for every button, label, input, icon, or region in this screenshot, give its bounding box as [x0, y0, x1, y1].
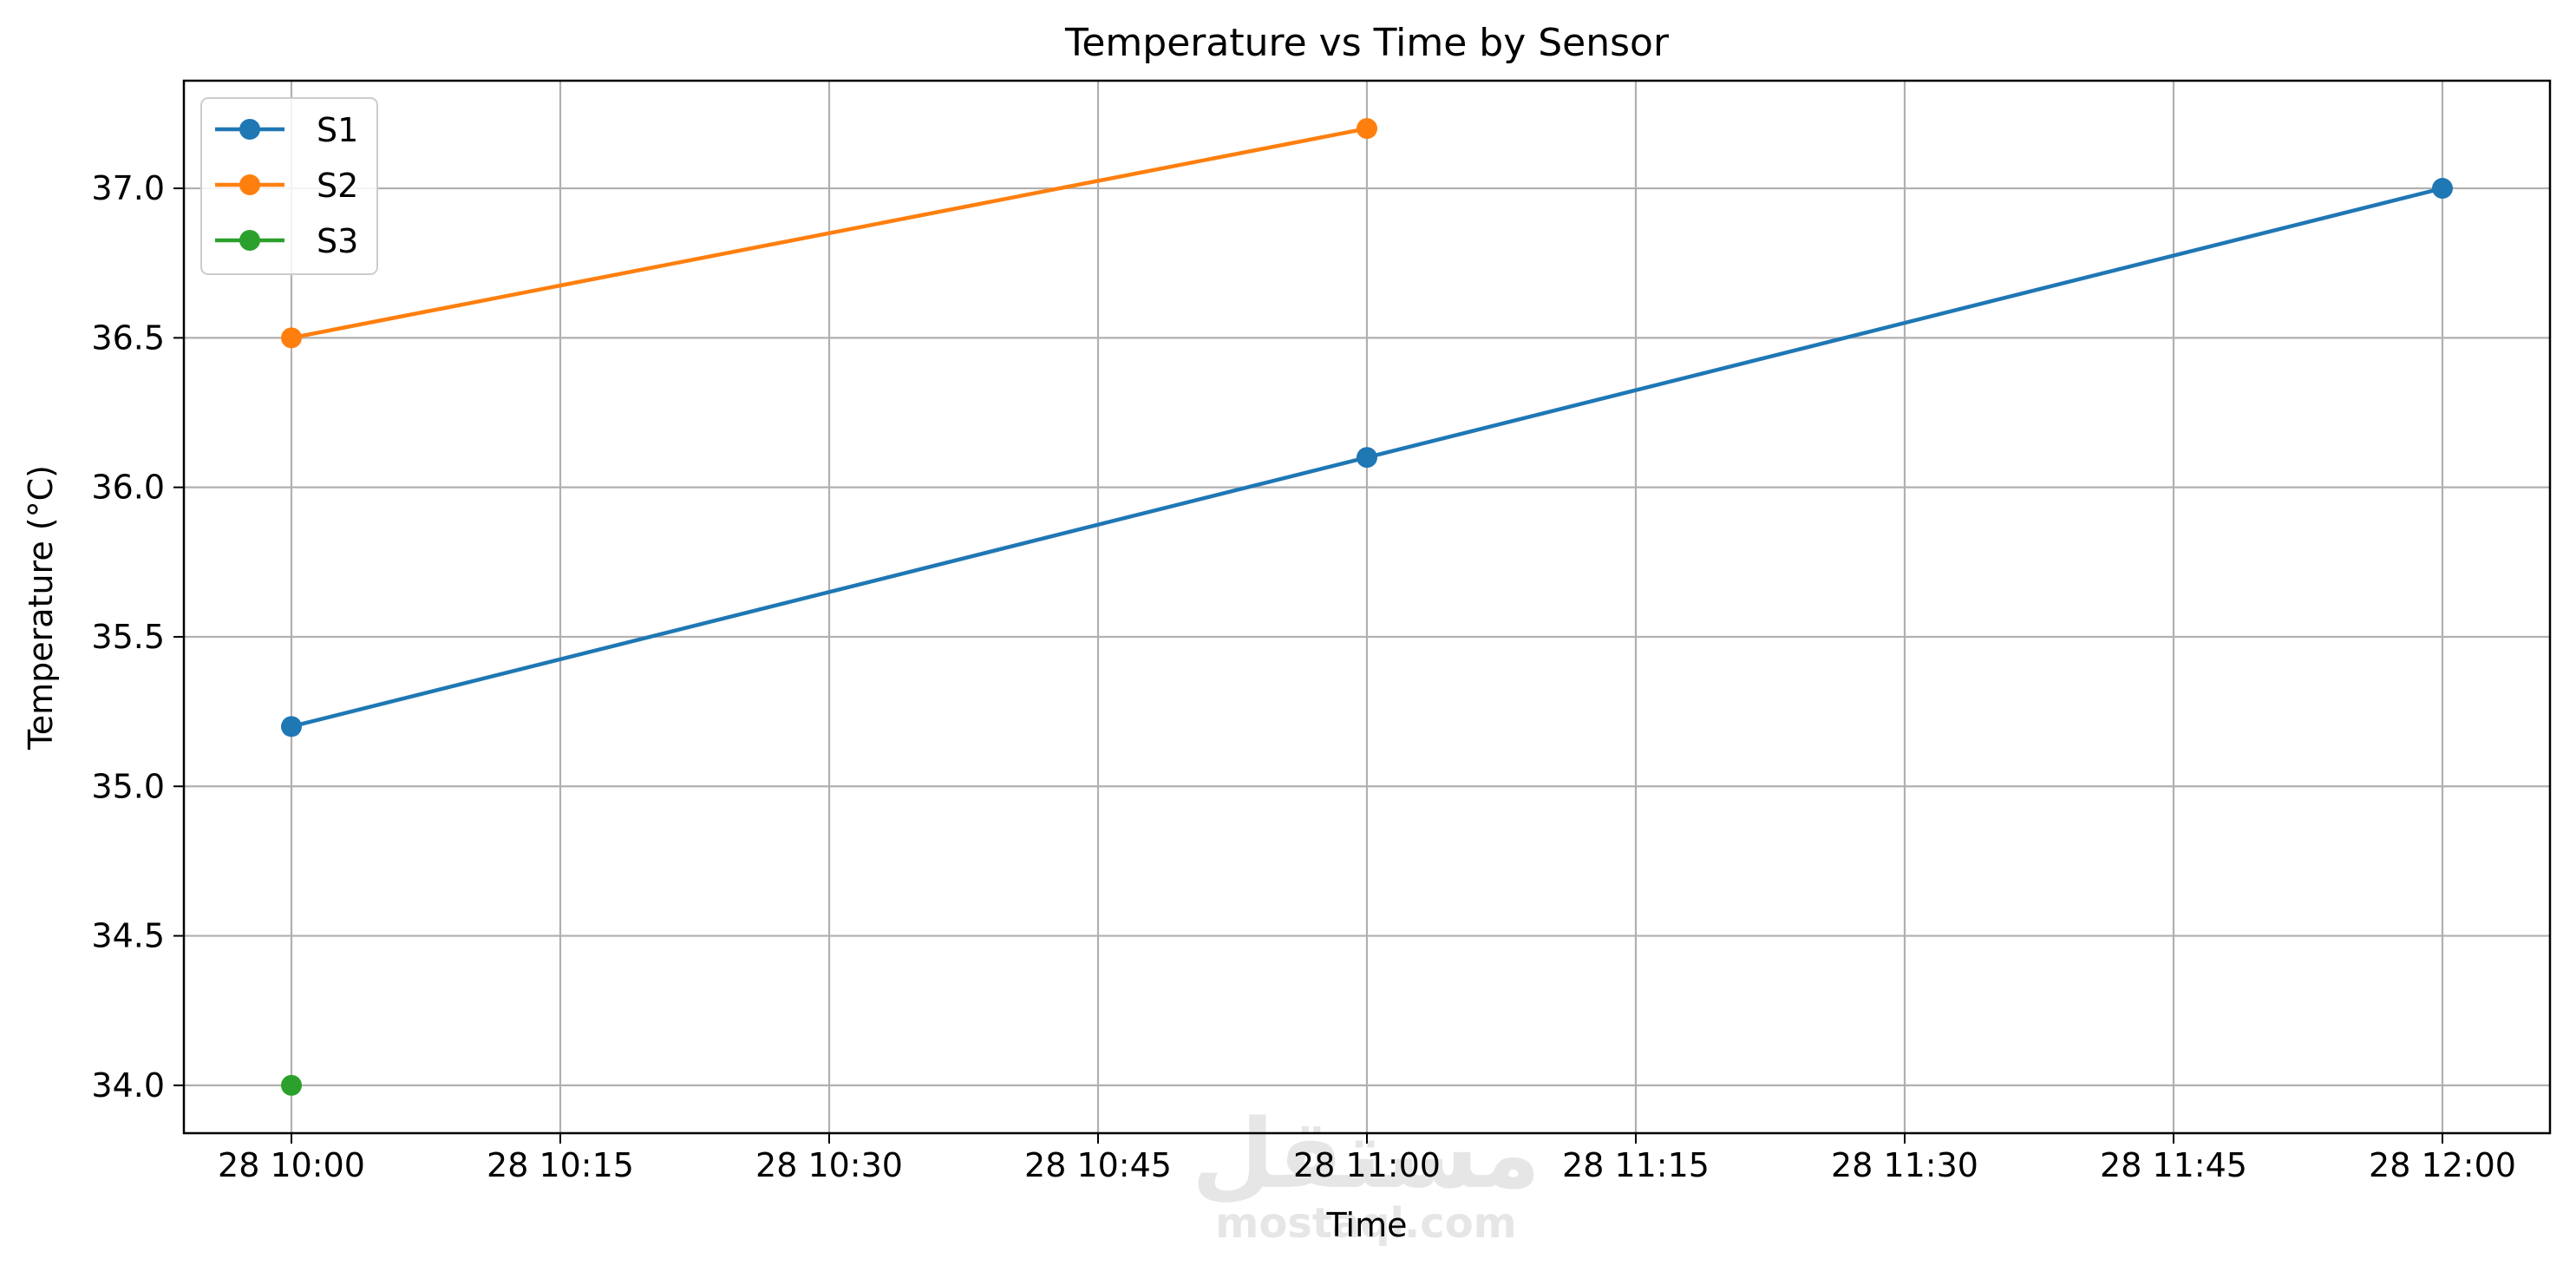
series-s1 — [281, 178, 2453, 738]
x-tick-label: 28 10:45 — [1024, 1146, 1172, 1184]
legend-label: S2 — [317, 167, 358, 205]
data-point — [1357, 447, 1377, 469]
data-point — [2432, 178, 2453, 200]
x-tick-label: 28 10:00 — [218, 1146, 365, 1184]
legend-item: S1 — [215, 111, 358, 149]
x-tick-label: 28 11:30 — [1831, 1146, 1978, 1184]
x-axis-ticks: 28 10:00 28 10:15 28 10:30 28 10:45 28 11:00… — [218, 1133, 2516, 1184]
y-tick-label: 36.5 — [91, 318, 165, 357]
watermark-logo: مستقل — [1192, 1098, 1540, 1210]
legend-label: S3 — [317, 222, 358, 260]
y-tick-label: 37.0 — [91, 169, 165, 207]
series-s2 — [281, 118, 1377, 349]
x-tick-label: 28 10:30 — [755, 1146, 903, 1184]
y-tick-label: 34.0 — [91, 1066, 165, 1105]
y-tick-label: 36.0 — [91, 469, 165, 507]
data-point — [1357, 118, 1377, 140]
watermark: مستقل mostaql.com — [1192, 1098, 1540, 1248]
legend-swatch-marker — [239, 230, 260, 251]
y-tick-label: 34.5 — [91, 917, 165, 955]
series-layer — [281, 118, 2453, 1096]
x-tick-label: 28 11:45 — [2100, 1146, 2247, 1184]
x-tick-label: 28 11:00 — [1293, 1146, 1441, 1184]
legend-swatch-marker — [239, 174, 260, 195]
x-tick-label: 28 12:00 — [2369, 1146, 2516, 1184]
y-tick-label: 35.5 — [91, 618, 165, 656]
data-point — [281, 716, 302, 738]
watermark-text: mostaql.com — [1215, 1199, 1516, 1248]
legend-box — [200, 97, 378, 275]
legend-label: S1 — [317, 111, 358, 149]
y-tick-label: 35.0 — [91, 767, 165, 805]
legend-item: S2 — [215, 167, 358, 205]
x-tick-label: 28 10:15 — [487, 1146, 634, 1184]
legend-swatch-marker — [239, 119, 260, 140]
x-tick-label: 28 11:15 — [1562, 1146, 1710, 1184]
legend: S1 S2 S3 — [200, 97, 378, 275]
series-s3 — [281, 1074, 302, 1096]
y-axis-ticks: 34.0 34.5 35.0 35.5 36.0 36.5 37.0 — [91, 169, 184, 1105]
series-line — [291, 126, 1368, 340]
x-axis-label: Time — [1326, 1206, 1408, 1244]
chart-title: Temperature vs Time by Sensor — [1064, 21, 1670, 65]
legend-item: S3 — [215, 222, 358, 260]
y-axis-label: Temperature (°C) — [22, 465, 60, 751]
data-point — [281, 1074, 302, 1096]
data-point — [281, 327, 302, 349]
